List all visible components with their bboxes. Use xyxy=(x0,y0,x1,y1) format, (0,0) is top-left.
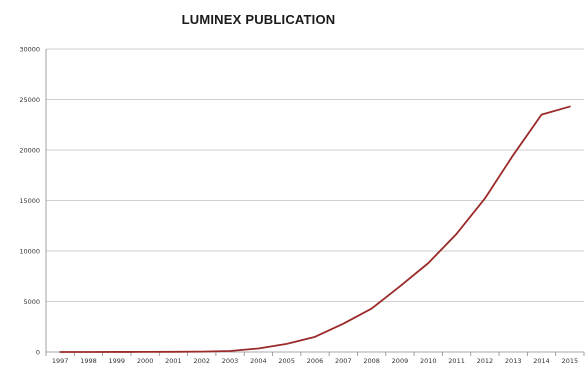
y-tick-label: 30000 xyxy=(19,46,40,54)
series-line xyxy=(59,105,571,353)
x-tick-label: 1998 xyxy=(80,357,97,365)
x-tick-label: 2007 xyxy=(335,357,352,365)
x-tick-label: 2004 xyxy=(250,357,267,365)
y-tick-label: 10000 xyxy=(19,248,40,256)
series-layer xyxy=(59,105,571,353)
x-tick-label: 2006 xyxy=(307,357,324,365)
y-tick-label: 0 xyxy=(36,349,40,357)
chart-title: LUMINEX PUBLICATION xyxy=(0,12,587,27)
x-tick-label: 1997 xyxy=(52,357,69,365)
x-tick-label: 2003 xyxy=(222,357,239,365)
x-tick-label: 2001 xyxy=(165,357,182,365)
x-tick-label: 2011 xyxy=(448,357,465,365)
x-tick-labels: 1997 1998 1999 2000 2001 2002 2003 2004 2005 2006… xyxy=(52,357,578,365)
y-tick-labels: 0 5000 10000 15000 20000 25000 30000 xyxy=(19,46,40,357)
x-tick-label: 2000 xyxy=(137,357,154,365)
x-tick-label: 2010 xyxy=(420,357,437,365)
x-tick-label: 2008 xyxy=(363,357,380,365)
axes xyxy=(45,49,585,356)
x-tick-label: 2015 xyxy=(562,357,579,365)
x-tick-label: 2012 xyxy=(477,357,494,365)
x-tick-label: 2014 xyxy=(533,357,550,365)
y-tick-label: 25000 xyxy=(19,96,40,104)
y-tick-label: 5000 xyxy=(23,298,40,306)
x-tick-label: 2002 xyxy=(193,357,210,365)
x-tick-label: 2005 xyxy=(278,357,295,365)
gridlines xyxy=(46,48,584,302)
y-tick-label: 20000 xyxy=(19,147,40,155)
x-tick-label: 2013 xyxy=(505,357,522,365)
y-tick-label: 15000 xyxy=(19,197,40,205)
x-tick-label: 2009 xyxy=(392,357,409,365)
chart-title-text: LUMINEX PUBLICATION xyxy=(181,12,336,27)
x-tick-label: 1999 xyxy=(109,357,126,365)
